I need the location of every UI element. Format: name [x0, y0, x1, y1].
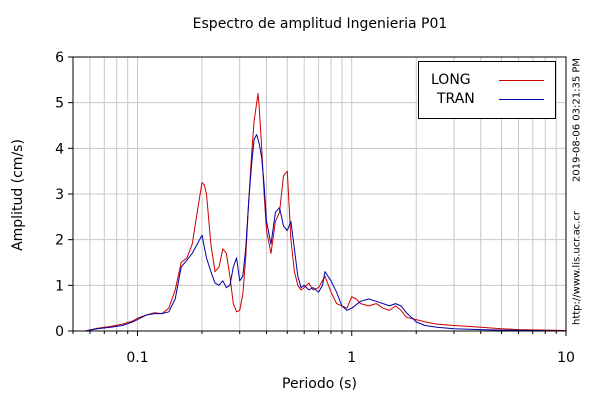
legend-label-tran: TRAN: [437, 91, 475, 107]
y-tick-label: 2: [55, 233, 64, 249]
source-url-text: http://www.lis.ucr.ac.cr: [571, 211, 583, 325]
series-line-long: [85, 93, 567, 332]
x-tick-label: 0.1: [126, 350, 148, 366]
y-tick-label: 0: [55, 324, 64, 340]
legend: LONG TRAN: [418, 61, 556, 119]
y-tick-label: 6: [55, 50, 64, 66]
legend-label-long: LONG: [431, 72, 471, 88]
x-tick-label: 1: [347, 350, 356, 366]
series-line-tran: [85, 134, 567, 332]
y-tick-label: 3: [55, 187, 64, 203]
y-tick-label: 1: [55, 278, 64, 294]
ticks: 0 1 2 3 4 5 6 0.1 1 10: [55, 50, 575, 366]
timestamp-text: 2019-08-06 03:21:35 PM: [571, 57, 583, 183]
series-layer: [85, 93, 567, 332]
legend-entry-tran: TRAN: [419, 90, 555, 108]
y-axis-label: Amplitud (cm/s): [10, 139, 26, 251]
x-tick-label: 10: [557, 350, 575, 366]
legend-swatch-tran: [499, 99, 544, 100]
legend-entry-long: LONG: [419, 71, 555, 89]
legend-swatch-long: [499, 80, 544, 81]
chart-title: Espectro de amplitud Ingenieria P01: [192, 16, 448, 32]
y-tick-label: 5: [55, 96, 64, 112]
y-tick-label: 4: [55, 141, 64, 157]
x-axis-label: Periodo (s): [282, 376, 357, 392]
